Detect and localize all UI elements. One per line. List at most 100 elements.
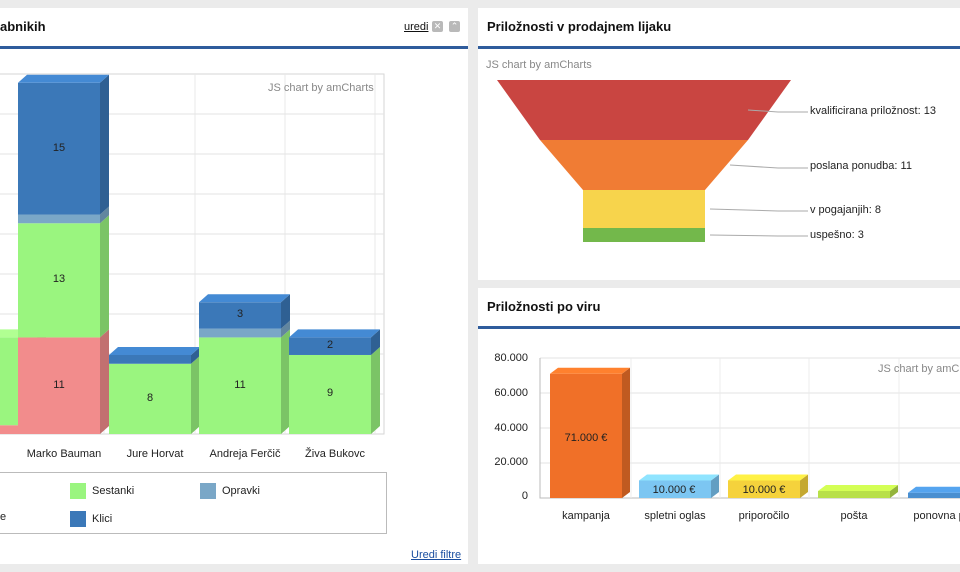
category-label: Andreja Ferčič — [209, 448, 281, 460]
bar-side — [800, 474, 808, 498]
bar-top — [109, 346, 200, 355]
bar-segment — [18, 223, 100, 338]
category-label: ponovna pro — [913, 510, 960, 522]
bar-segment — [18, 82, 100, 215]
left-panel-title: abnikih — [0, 19, 46, 34]
category-label: spletni oglas — [644, 510, 706, 522]
bar-value-label: 13 — [52, 273, 66, 286]
bar-side — [371, 329, 380, 355]
category-label: kampanja — [562, 510, 610, 522]
bar-top — [639, 474, 719, 481]
bar — [550, 373, 622, 498]
bar-top — [550, 367, 630, 374]
legend-label: Sestanki — [92, 484, 135, 497]
legend-item-e[interactable]: e — [0, 511, 6, 523]
funnel-panel-header: Priložnosti v prodajnem lijaku — [478, 8, 960, 49]
edit-link[interactable]: uredi — [404, 21, 429, 33]
funnel-segment — [540, 140, 748, 190]
y-tick: 40.000 — [494, 422, 528, 434]
bar-side — [100, 329, 109, 434]
bar-segment — [109, 363, 191, 434]
source-panel-header: Priložnosti po viru — [478, 288, 960, 329]
chart-credit: JS chart by amCharts — [268, 82, 374, 94]
chart-bars — [0, 74, 380, 434]
close-icon[interactable]: ✕ — [432, 21, 443, 32]
bar-side — [100, 206, 109, 224]
edit-filters-link[interactable]: Uredi filtre — [411, 549, 462, 561]
bar-value-label: 71.000 € — [564, 432, 608, 444]
bar-segment — [18, 214, 100, 224]
bar-segment — [289, 337, 371, 355]
category-label: pošta — [840, 510, 868, 522]
funnel-label: uspešno: 3 — [810, 229, 864, 241]
bar — [639, 480, 711, 498]
y-tick: 20.000 — [494, 456, 528, 468]
bar-side — [711, 474, 719, 498]
bar-value-label: 11 — [234, 378, 246, 391]
source-chart — [539, 357, 960, 499]
bar-side — [371, 346, 380, 434]
category-label: Živa Bukovc — [305, 448, 365, 460]
bar-top — [728, 474, 808, 481]
bar-side — [100, 215, 109, 338]
chart-credit: JS chart by amCharts — [878, 363, 960, 375]
bar — [818, 491, 890, 498]
legend-label: Klici — [92, 512, 113, 525]
bar-side — [191, 346, 200, 364]
bar-segment — [18, 337, 100, 434]
bar-value-label: 9 — [326, 387, 334, 400]
funnel-panel-title: Priložnosti v prodajnem lijaku — [487, 19, 672, 34]
funnel-leader-line — [709, 234, 808, 237]
bar-side — [191, 355, 200, 434]
bar-value-label: 10.000 € — [742, 484, 786, 496]
legend-item-sestanki[interactable]: Sestanki — [70, 483, 134, 499]
category-label: priporočilo — [738, 510, 790, 522]
y-tick: 60.000 — [494, 387, 528, 399]
bar-segment — [289, 354, 371, 434]
bar-top — [289, 329, 380, 338]
legend-swatch — [70, 483, 86, 499]
funnel-leader-line — [747, 109, 808, 113]
funnel-segment — [583, 228, 705, 242]
y-tick: 0 — [521, 490, 528, 502]
bar-side — [890, 485, 898, 498]
bar-top — [818, 485, 898, 491]
bar-top — [18, 74, 109, 83]
source-panel: Priložnosti po viru JS chart by amCharts… — [478, 288, 960, 564]
funnel-segment — [497, 80, 791, 140]
chart-legend: Sestanki Opravki e Klici — [0, 472, 387, 534]
funnel-label: poslana ponudba: 11 — [810, 160, 912, 172]
bar — [728, 480, 800, 498]
bar-value-label: 10.000 € — [652, 484, 696, 496]
bar-value-label: 3 — [236, 308, 244, 321]
legend-item-opravki[interactable]: Opravki — [200, 483, 260, 499]
funnel-label: v pogajanjih: 8 — [810, 204, 881, 216]
bar-side — [281, 294, 290, 329]
category-label: Jure Horvat — [126, 448, 184, 460]
legend-swatch — [200, 483, 216, 499]
chart-bars — [550, 367, 960, 498]
bar-top — [199, 294, 290, 303]
legend-item-klici[interactable]: Klici — [70, 511, 112, 527]
bar-top — [908, 486, 960, 493]
bar-side — [622, 367, 630, 498]
funnel-label: kvalificirana priložnost: 13 — [810, 105, 936, 117]
collapse-icon[interactable]: ⌃ — [449, 21, 460, 32]
bar-segment — [199, 302, 281, 329]
chart-credit: JS chart by amCharts — [486, 59, 592, 71]
funnel-leader-line — [709, 208, 808, 212]
bar — [908, 492, 960, 498]
bar-value-label: 15 — [52, 141, 66, 154]
bar-value-label: 2 — [326, 339, 334, 352]
legend-swatch — [70, 511, 86, 527]
bar-side — [100, 74, 109, 215]
bar-side — [281, 320, 290, 338]
left-panel-header: abnikih uredi ✕ ⌃ — [0, 8, 468, 49]
bar-segment — [109, 354, 191, 364]
left-panel: abnikih uredi ✕ ⌃ JS chart by amCharts M… — [0, 8, 468, 564]
source-panel-title: Priložnosti po viru — [487, 299, 601, 314]
bar-side — [281, 329, 290, 434]
funnel-panel: Priložnosti v prodajnem lijaku JS chart … — [478, 8, 960, 280]
legend-label: Opravki — [222, 484, 260, 497]
legend-label: e — [0, 511, 7, 523]
